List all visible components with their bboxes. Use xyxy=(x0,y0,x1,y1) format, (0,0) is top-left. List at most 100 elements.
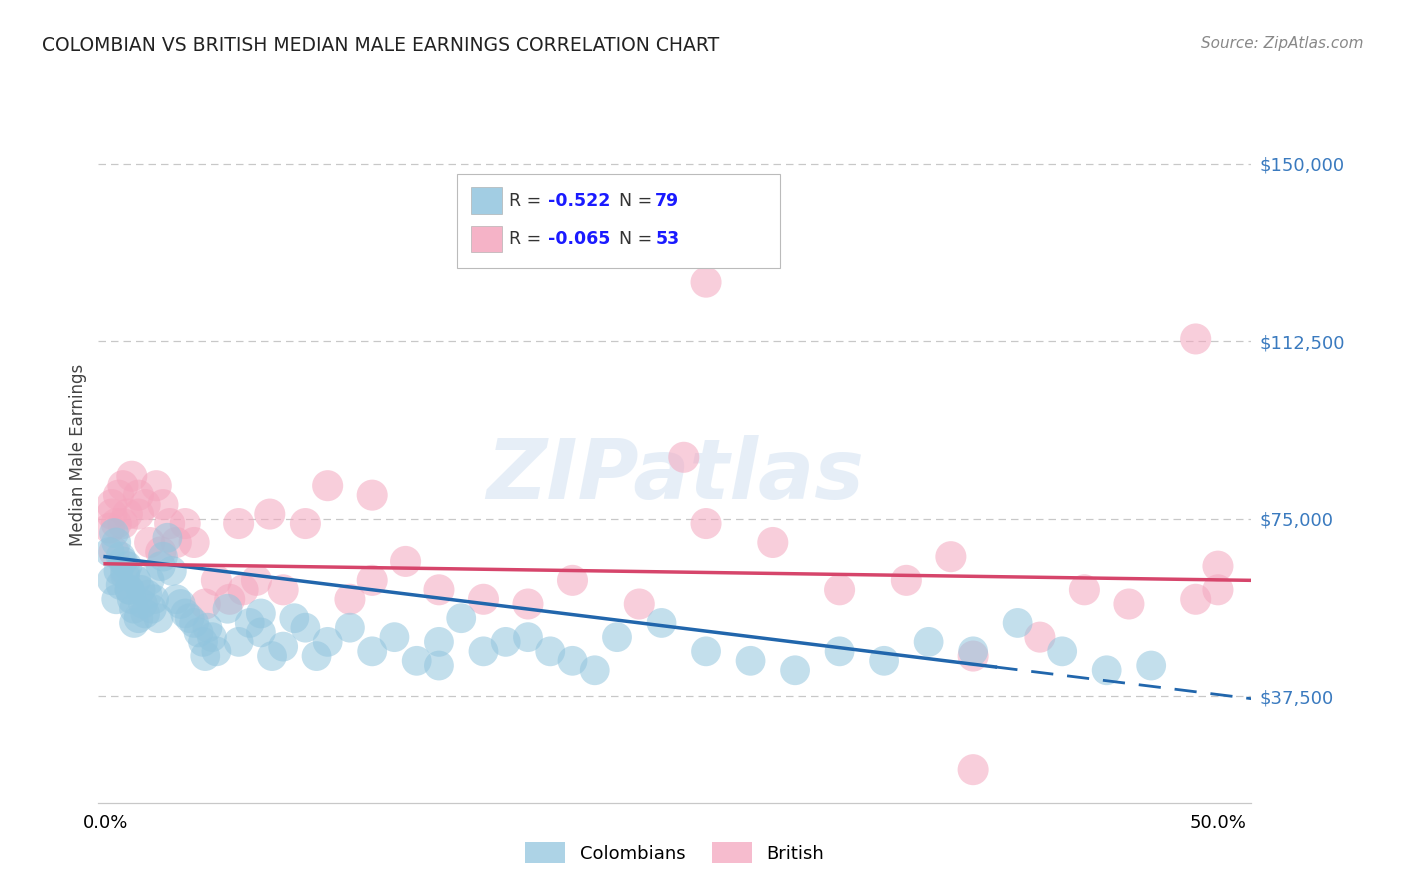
Point xyxy=(174,516,197,531)
Text: ZIPatlas: ZIPatlas xyxy=(486,435,863,516)
Point xyxy=(118,582,141,597)
Point xyxy=(105,592,128,607)
Text: 53: 53 xyxy=(655,230,679,248)
Point xyxy=(939,549,962,564)
Point xyxy=(628,597,651,611)
Point xyxy=(110,578,132,592)
Point xyxy=(917,635,939,649)
Point xyxy=(239,615,262,630)
Point xyxy=(1118,597,1140,611)
Point xyxy=(114,564,136,578)
Point xyxy=(134,498,156,512)
Point xyxy=(339,592,361,607)
Point xyxy=(962,763,984,777)
Point xyxy=(191,635,214,649)
Point xyxy=(121,469,143,483)
Point xyxy=(127,611,149,625)
Point xyxy=(1050,644,1073,658)
Point xyxy=(1206,559,1229,574)
Point xyxy=(197,621,219,635)
Point xyxy=(828,582,851,597)
Point xyxy=(103,545,125,559)
Point xyxy=(271,640,294,654)
Point xyxy=(405,654,427,668)
Point xyxy=(143,592,166,607)
Point xyxy=(740,654,762,668)
Point xyxy=(170,597,193,611)
Point xyxy=(136,588,159,602)
Point xyxy=(110,549,132,564)
Point xyxy=(183,535,205,549)
Text: Source: ZipAtlas.com: Source: ZipAtlas.com xyxy=(1201,36,1364,51)
Point xyxy=(962,649,984,664)
Point xyxy=(174,607,197,621)
Point xyxy=(450,611,472,625)
Point xyxy=(228,516,250,531)
Point xyxy=(111,554,134,568)
Point xyxy=(695,644,717,658)
Point xyxy=(205,574,228,588)
Point xyxy=(127,507,149,521)
Text: 79: 79 xyxy=(655,192,679,210)
Point xyxy=(962,644,984,658)
Point xyxy=(100,498,122,512)
Point xyxy=(194,597,217,611)
Point xyxy=(117,559,139,574)
Point xyxy=(228,635,250,649)
Point xyxy=(260,649,283,664)
Point xyxy=(111,516,134,531)
Point xyxy=(316,478,339,492)
Point xyxy=(165,592,187,607)
Point xyxy=(105,535,128,549)
Text: -0.522: -0.522 xyxy=(548,192,610,210)
Point xyxy=(159,516,181,531)
Point xyxy=(218,592,240,607)
Point xyxy=(179,611,201,625)
Point xyxy=(1184,592,1206,607)
Point xyxy=(121,592,143,607)
Point xyxy=(305,649,328,664)
Point xyxy=(1073,582,1095,597)
Text: R =: R = xyxy=(509,230,547,248)
Point xyxy=(141,601,163,615)
Point xyxy=(583,663,606,677)
Point xyxy=(1029,630,1052,644)
Point xyxy=(232,582,254,597)
Point xyxy=(394,554,416,568)
Point xyxy=(259,507,281,521)
Point xyxy=(606,630,628,644)
Point xyxy=(156,531,179,545)
Point xyxy=(217,601,239,615)
Point xyxy=(100,574,122,588)
Point xyxy=(828,644,851,658)
Point xyxy=(149,559,172,574)
Point xyxy=(105,516,128,531)
Point xyxy=(245,574,267,588)
Point xyxy=(132,597,155,611)
Point xyxy=(361,644,384,658)
Point xyxy=(361,574,384,588)
Point xyxy=(1206,582,1229,597)
Point xyxy=(384,630,406,644)
Text: -0.065: -0.065 xyxy=(548,230,610,248)
Point xyxy=(107,488,129,502)
Point xyxy=(148,611,170,625)
Point xyxy=(100,507,122,521)
Point xyxy=(201,630,224,644)
Point xyxy=(271,582,294,597)
Point xyxy=(118,582,141,597)
Point xyxy=(98,545,121,559)
Point xyxy=(149,545,172,559)
Point xyxy=(187,625,209,640)
Point xyxy=(125,574,148,588)
Point xyxy=(122,601,145,615)
Legend: Colombians, British: Colombians, British xyxy=(519,835,831,871)
Point xyxy=(250,607,273,621)
Point xyxy=(561,654,583,668)
Point xyxy=(294,516,316,531)
Point xyxy=(294,621,316,635)
Point xyxy=(283,611,305,625)
Text: N =: N = xyxy=(619,192,658,210)
Point xyxy=(427,635,450,649)
Point xyxy=(111,478,134,492)
